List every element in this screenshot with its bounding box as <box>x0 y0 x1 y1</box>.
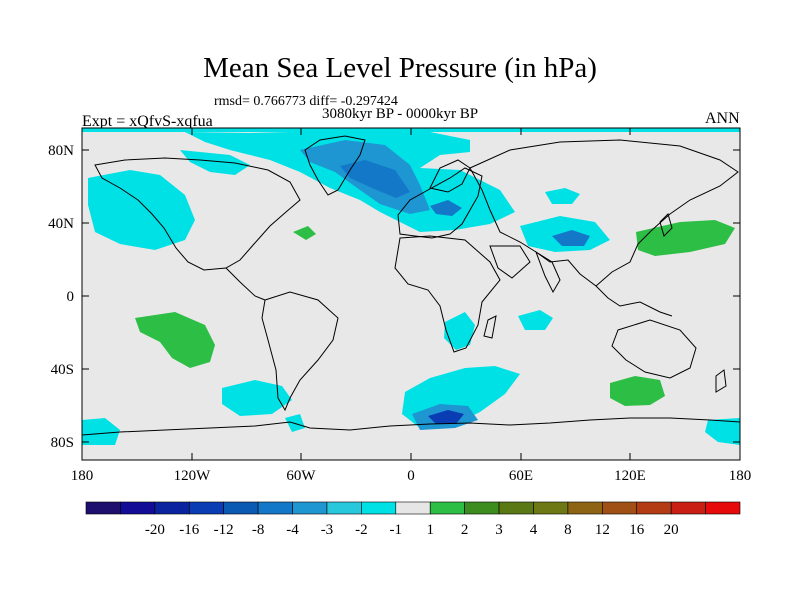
colorbar-box <box>120 501 156 515</box>
coast-india <box>535 250 561 294</box>
contour-alaska <box>180 150 250 175</box>
colorbar-box <box>567 501 603 515</box>
lat-label: 80S <box>51 435 74 451</box>
lon-ticks <box>81 128 741 460</box>
colorbar-labels: -20 -16 -12 -8 -4 -3 -2 -1 1 2 3 4 8 12 16 20 <box>145 522 679 538</box>
colorbar-box <box>154 501 190 515</box>
contour-north-atlantic-core <box>340 160 410 198</box>
contour-tibet-low <box>552 230 590 246</box>
contour-north-pacific-high <box>636 220 735 256</box>
coast-japan <box>659 213 673 237</box>
lon-label: 60E <box>509 468 533 484</box>
colorbar-box <box>498 501 534 515</box>
lon-label: 120W <box>174 468 212 484</box>
colorbar-label: -1 <box>390 522 403 538</box>
coast-antarctica <box>82 417 740 436</box>
contour-north-pacific <box>88 170 195 250</box>
stats-text: rmsd= 0.766773 diff= -0.297424 <box>214 94 398 109</box>
colorbar-box <box>429 501 465 515</box>
coast-south-america <box>261 291 339 412</box>
colorbar-label: -3 <box>321 522 334 538</box>
colorbar-label: -16 <box>179 522 199 538</box>
season-label: ANN <box>705 110 740 127</box>
colorbar-label: 8 <box>564 522 572 538</box>
colorbar-label: -20 <box>145 522 165 538</box>
colorbar-box <box>85 501 121 515</box>
colorbar-label: 3 <box>495 522 503 538</box>
coast-arabia <box>489 245 531 279</box>
contour-pacific-high <box>135 312 215 368</box>
colorbar-box <box>188 501 224 515</box>
colorbar-box <box>223 501 259 515</box>
colorbar-label: 12 <box>595 522 610 538</box>
experiment-label: Expt = xQfvS-xqfua <box>82 113 213 130</box>
coast-asia <box>469 139 739 287</box>
colorbar-box <box>602 501 638 515</box>
colorbar-box <box>326 501 362 515</box>
contour-europe-low <box>430 200 462 216</box>
colorbar-label: 16 <box>629 522 645 538</box>
colorbar-label: 2 <box>461 522 469 538</box>
colorbar-label: -8 <box>252 522 265 538</box>
coast-australia <box>611 319 697 379</box>
lat-label: 0 <box>67 289 75 305</box>
colorbar-box <box>292 501 328 515</box>
contour-south-pacific <box>222 380 292 416</box>
colorbar <box>85 501 741 515</box>
map-title: Mean Sea Level Pressure (in hPa) <box>203 52 597 84</box>
coast-north-america <box>94 157 301 271</box>
contour-indian-ocean <box>518 310 553 330</box>
colorbar-box <box>636 501 672 515</box>
lon-label: 180 <box>729 468 752 484</box>
colorbar-label: -4 <box>286 522 299 538</box>
lon-label: 180 <box>71 468 94 484</box>
colorbar-box <box>395 501 431 515</box>
coast-southeast-asia <box>595 285 673 317</box>
colorbar-label: 4 <box>530 522 538 538</box>
coast-africa <box>394 235 501 353</box>
period-text: 3080kyr BP - 0000kyr BP <box>322 106 479 122</box>
contour-north-atlantic-high <box>293 226 316 240</box>
lon-label: 120E <box>614 468 646 484</box>
lon-label: 0 <box>407 468 415 484</box>
contour-southern-ocean-core <box>428 410 464 424</box>
contour-south-pacific-high <box>610 376 665 406</box>
coast-greenland <box>304 135 366 196</box>
lat-labels: 80N 40N 0 40S 80S <box>48 143 74 451</box>
colorbar-box <box>361 501 397 515</box>
colorbar-box <box>533 501 569 515</box>
coast-central-america <box>225 267 266 301</box>
lat-ticks <box>82 149 740 443</box>
colorbar-box <box>464 501 500 515</box>
lat-label: 80N <box>48 143 74 159</box>
colorbar-label: 1 <box>426 522 434 538</box>
colorbar-label: -12 <box>214 522 234 538</box>
lat-label: 40N <box>48 216 74 232</box>
colorbar-box <box>705 501 741 515</box>
colorbar-label: 20 <box>664 522 679 538</box>
lat-label: 40S <box>51 362 74 378</box>
contour-south-africa <box>444 312 475 350</box>
coast-new-zealand <box>715 369 727 393</box>
coast-madagascar <box>483 315 497 339</box>
colorbar-label: -2 <box>355 522 368 538</box>
contour-antarctic-east <box>705 418 740 445</box>
colorbar-box <box>670 501 706 515</box>
coastlines <box>82 135 740 436</box>
lon-labels: 180 120W 60W 0 60E 120E 180 <box>71 468 752 484</box>
colorbar-box <box>257 501 293 515</box>
contour-antarctic-west <box>82 418 120 445</box>
lon-label: 60W <box>286 468 316 484</box>
contour-siberia <box>545 188 580 204</box>
